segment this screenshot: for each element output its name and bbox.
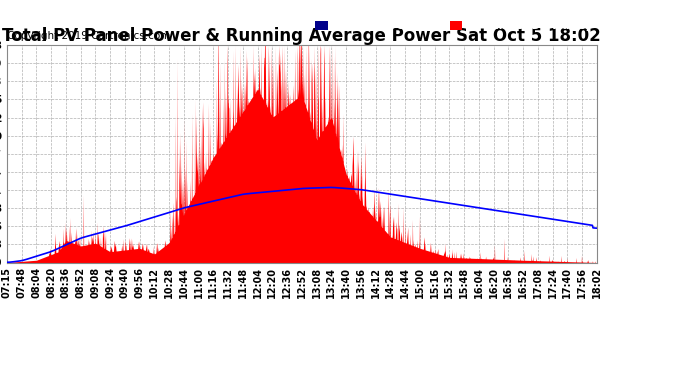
Legend: Average (DC Watts), PV Panels (DC Watts): Average (DC Watts), PV Panels (DC Watts) bbox=[314, 20, 591, 32]
Text: Copyright 2019 Cartronics.com: Copyright 2019 Cartronics.com bbox=[7, 31, 170, 40]
Title: Total PV Panel Power & Running Average Power Sat Oct 5 18:02: Total PV Panel Power & Running Average P… bbox=[3, 27, 601, 45]
